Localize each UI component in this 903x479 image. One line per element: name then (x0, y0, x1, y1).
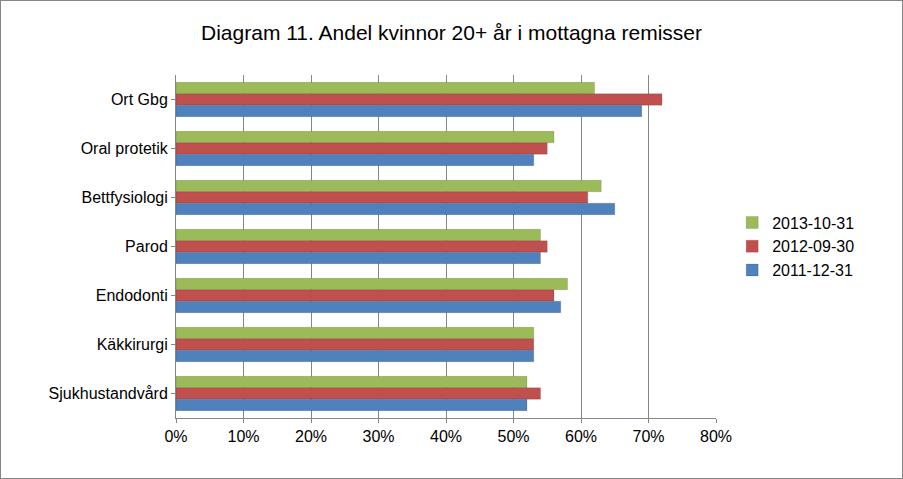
svg-text:Oral protetik: Oral protetik (81, 140, 169, 157)
svg-text:2012-09-30: 2012-09-30 (772, 238, 854, 255)
svg-text:70%: 70% (632, 428, 664, 445)
svg-text:40%: 40% (430, 428, 462, 445)
svg-text:50%: 50% (497, 428, 529, 445)
svg-text:10%: 10% (227, 428, 259, 445)
svg-text:Endodonti: Endodonti (96, 287, 168, 304)
svg-text:Diagram 11. Andel kvinnor 20+: Diagram 11. Andel kvinnor 20+ år i motta… (201, 21, 702, 44)
svg-text:20%: 20% (295, 428, 327, 445)
svg-text:2013-10-31: 2013-10-31 (772, 215, 854, 232)
svg-text:60%: 60% (565, 428, 597, 445)
svg-text:Sjukhustandvård: Sjukhustandvård (49, 385, 168, 402)
svg-text:30%: 30% (362, 428, 394, 445)
svg-text:0%: 0% (164, 428, 187, 445)
svg-text:2011-12-31: 2011-12-31 (772, 262, 853, 279)
svg-text:80%: 80% (700, 428, 732, 445)
svg-text:Bettfysiologi: Bettfysiologi (82, 189, 168, 206)
svg-text:Parod: Parod (125, 238, 168, 255)
svg-text:Käkkirurgi: Käkkirurgi (97, 336, 168, 353)
svg-text:Ort Gbg: Ort Gbg (111, 91, 168, 108)
